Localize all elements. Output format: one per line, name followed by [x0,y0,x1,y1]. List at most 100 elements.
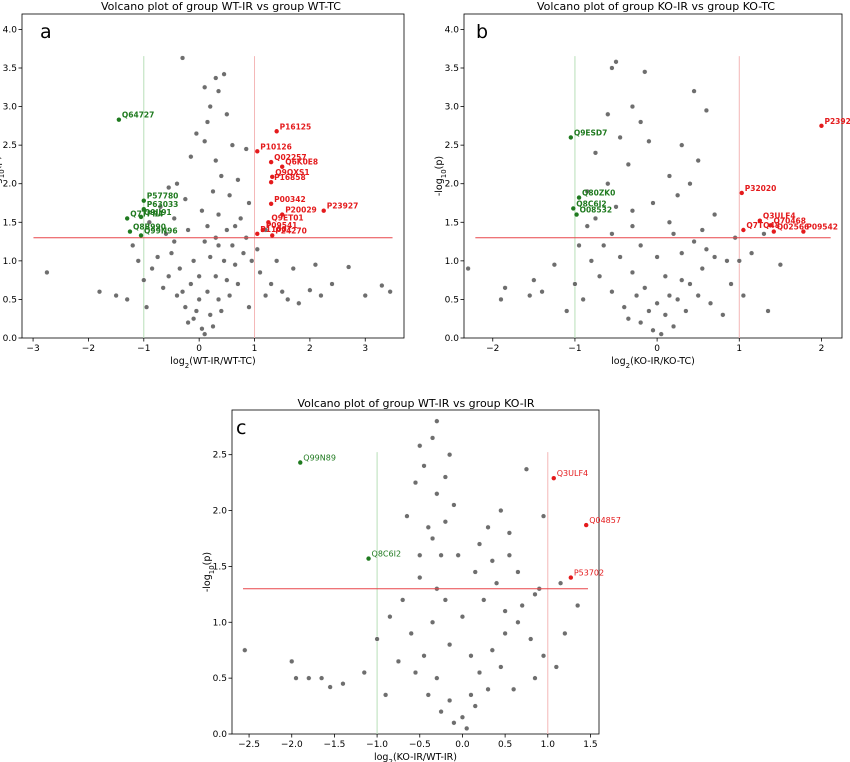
panel-b-point [613,59,619,65]
panel-c-point [446,452,453,458]
panel-c-point [540,513,547,519]
panel-a-point [196,296,202,303]
panel-c-point [395,658,402,665]
panel-c-point [502,630,508,637]
panel-c-point [575,602,581,609]
panel-c-point [417,443,423,449]
panel-a-point [174,292,180,299]
panel-a-point [174,181,180,187]
panel-b-point [629,269,636,276]
panel-a-point [229,242,236,249]
panel-c-point [442,474,449,480]
panel-a-gene-label: P63033 [147,200,179,209]
panel-b-point [580,296,586,303]
volcano-panel-b: b Volcano plot of group KO-IR vs group K… [434,0,850,370]
panel-b-point [592,150,599,156]
volcano-panel-a: a Volcano plot of group WT-IR vs group W… [0,0,405,370]
panel-a-y-axis-label: -log10(p) [0,156,6,196]
panel-letter-b: b [476,21,488,43]
panel-c-point [553,664,559,670]
panel-b-point [765,308,771,314]
panel-c-point [293,675,299,681]
panel-letter-a: a [40,21,52,43]
panel-b-point [679,250,685,256]
panel-b-x-tick-label: −1 [568,344,581,354]
panel-a-point [179,289,186,295]
panel-c-point [242,647,248,653]
panel-c-point [425,692,431,698]
panel-a-gene-label: P00342 [274,195,306,204]
panel-a-point [215,88,222,94]
panel-a-significant-point [124,216,130,221]
panel-a-point [257,269,263,276]
panel-c-x-tick-label: −0.5 [409,740,431,750]
panel-a-point [199,326,205,332]
panel-c-point [404,513,410,519]
panel-a-point [166,273,172,279]
panel-a-gene-label: Q9JJ91 [144,208,172,217]
panel-c-point [425,524,431,530]
panel-c-point [532,591,538,597]
panel-c-point [340,681,346,687]
panel-b-significant-point [819,123,824,129]
panel-a-point [246,304,252,310]
panel-b-significant-point [741,227,746,233]
panel-a-x-tick-label: 3 [362,344,368,354]
panel-a-point [207,254,213,260]
panel-c-point [481,597,487,603]
panel-b-point [679,142,685,148]
panel-b-point [679,277,685,283]
panel-a-point [218,308,224,314]
panel-a-point [204,223,211,229]
panel-a-point [224,227,230,233]
panel-a-plot-frame [21,13,405,339]
panel-b-point [465,265,471,272]
panel-c-x-tick-label: 0.0 [455,740,470,750]
panel-c-point [361,669,367,676]
panel-a-significant-point [141,198,146,203]
panel-a-point [179,55,186,61]
panel-a-gene-label: Q99N96 [144,226,178,235]
panel-b-point [654,300,660,306]
panel-b-gene-label: Q7TQ48 [746,221,780,230]
panel-b-point [596,273,603,279]
panel-a-point [246,200,252,206]
panel-a-significant-point [255,231,260,237]
panel-a-significant-point [280,164,285,169]
panel-c-point [502,608,508,614]
panel-b-point [629,223,636,229]
panel-b-point [609,231,615,237]
panel-c-point [523,466,530,472]
panel-b-significant-point [739,190,744,196]
panel-c-y-tick-label: 2.5 [213,451,227,461]
panel-a-point [224,277,230,283]
panel-a-significant-point [321,208,326,213]
panel-c-y-tick-label: 1.5 [213,562,227,572]
panel-b-point [498,296,504,303]
panel-c-point [382,692,389,698]
panel-a-point [274,258,280,264]
panel-b-point [666,292,673,299]
panel-c-point [485,524,491,530]
panel-c-point [412,669,419,676]
panel-c-point [417,574,423,581]
panel-b-point [605,181,611,187]
panel-b-point [703,246,710,252]
panel-c-y-axis-label: -log10(p) [202,552,216,592]
panel-b-point [588,258,595,264]
panel-a-significant-point [255,149,260,154]
panel-a-y-tick-label: 3.5 [3,64,17,74]
panel-c-point [468,692,474,698]
panel-c-x-tick-label: −2.0 [281,740,303,750]
panel-c-plot-frame [231,409,600,735]
panel-c-point [446,697,453,704]
panel-c-significant-point [366,556,371,561]
panel-b-point [584,188,590,195]
panel-a-point [124,296,130,303]
panel-a-point [96,289,103,295]
panel-b-gene-label: Q3ULF4 [763,212,796,221]
panel-a-point [196,273,202,279]
panel-b-point [576,242,582,249]
panel-c-point [374,636,380,642]
